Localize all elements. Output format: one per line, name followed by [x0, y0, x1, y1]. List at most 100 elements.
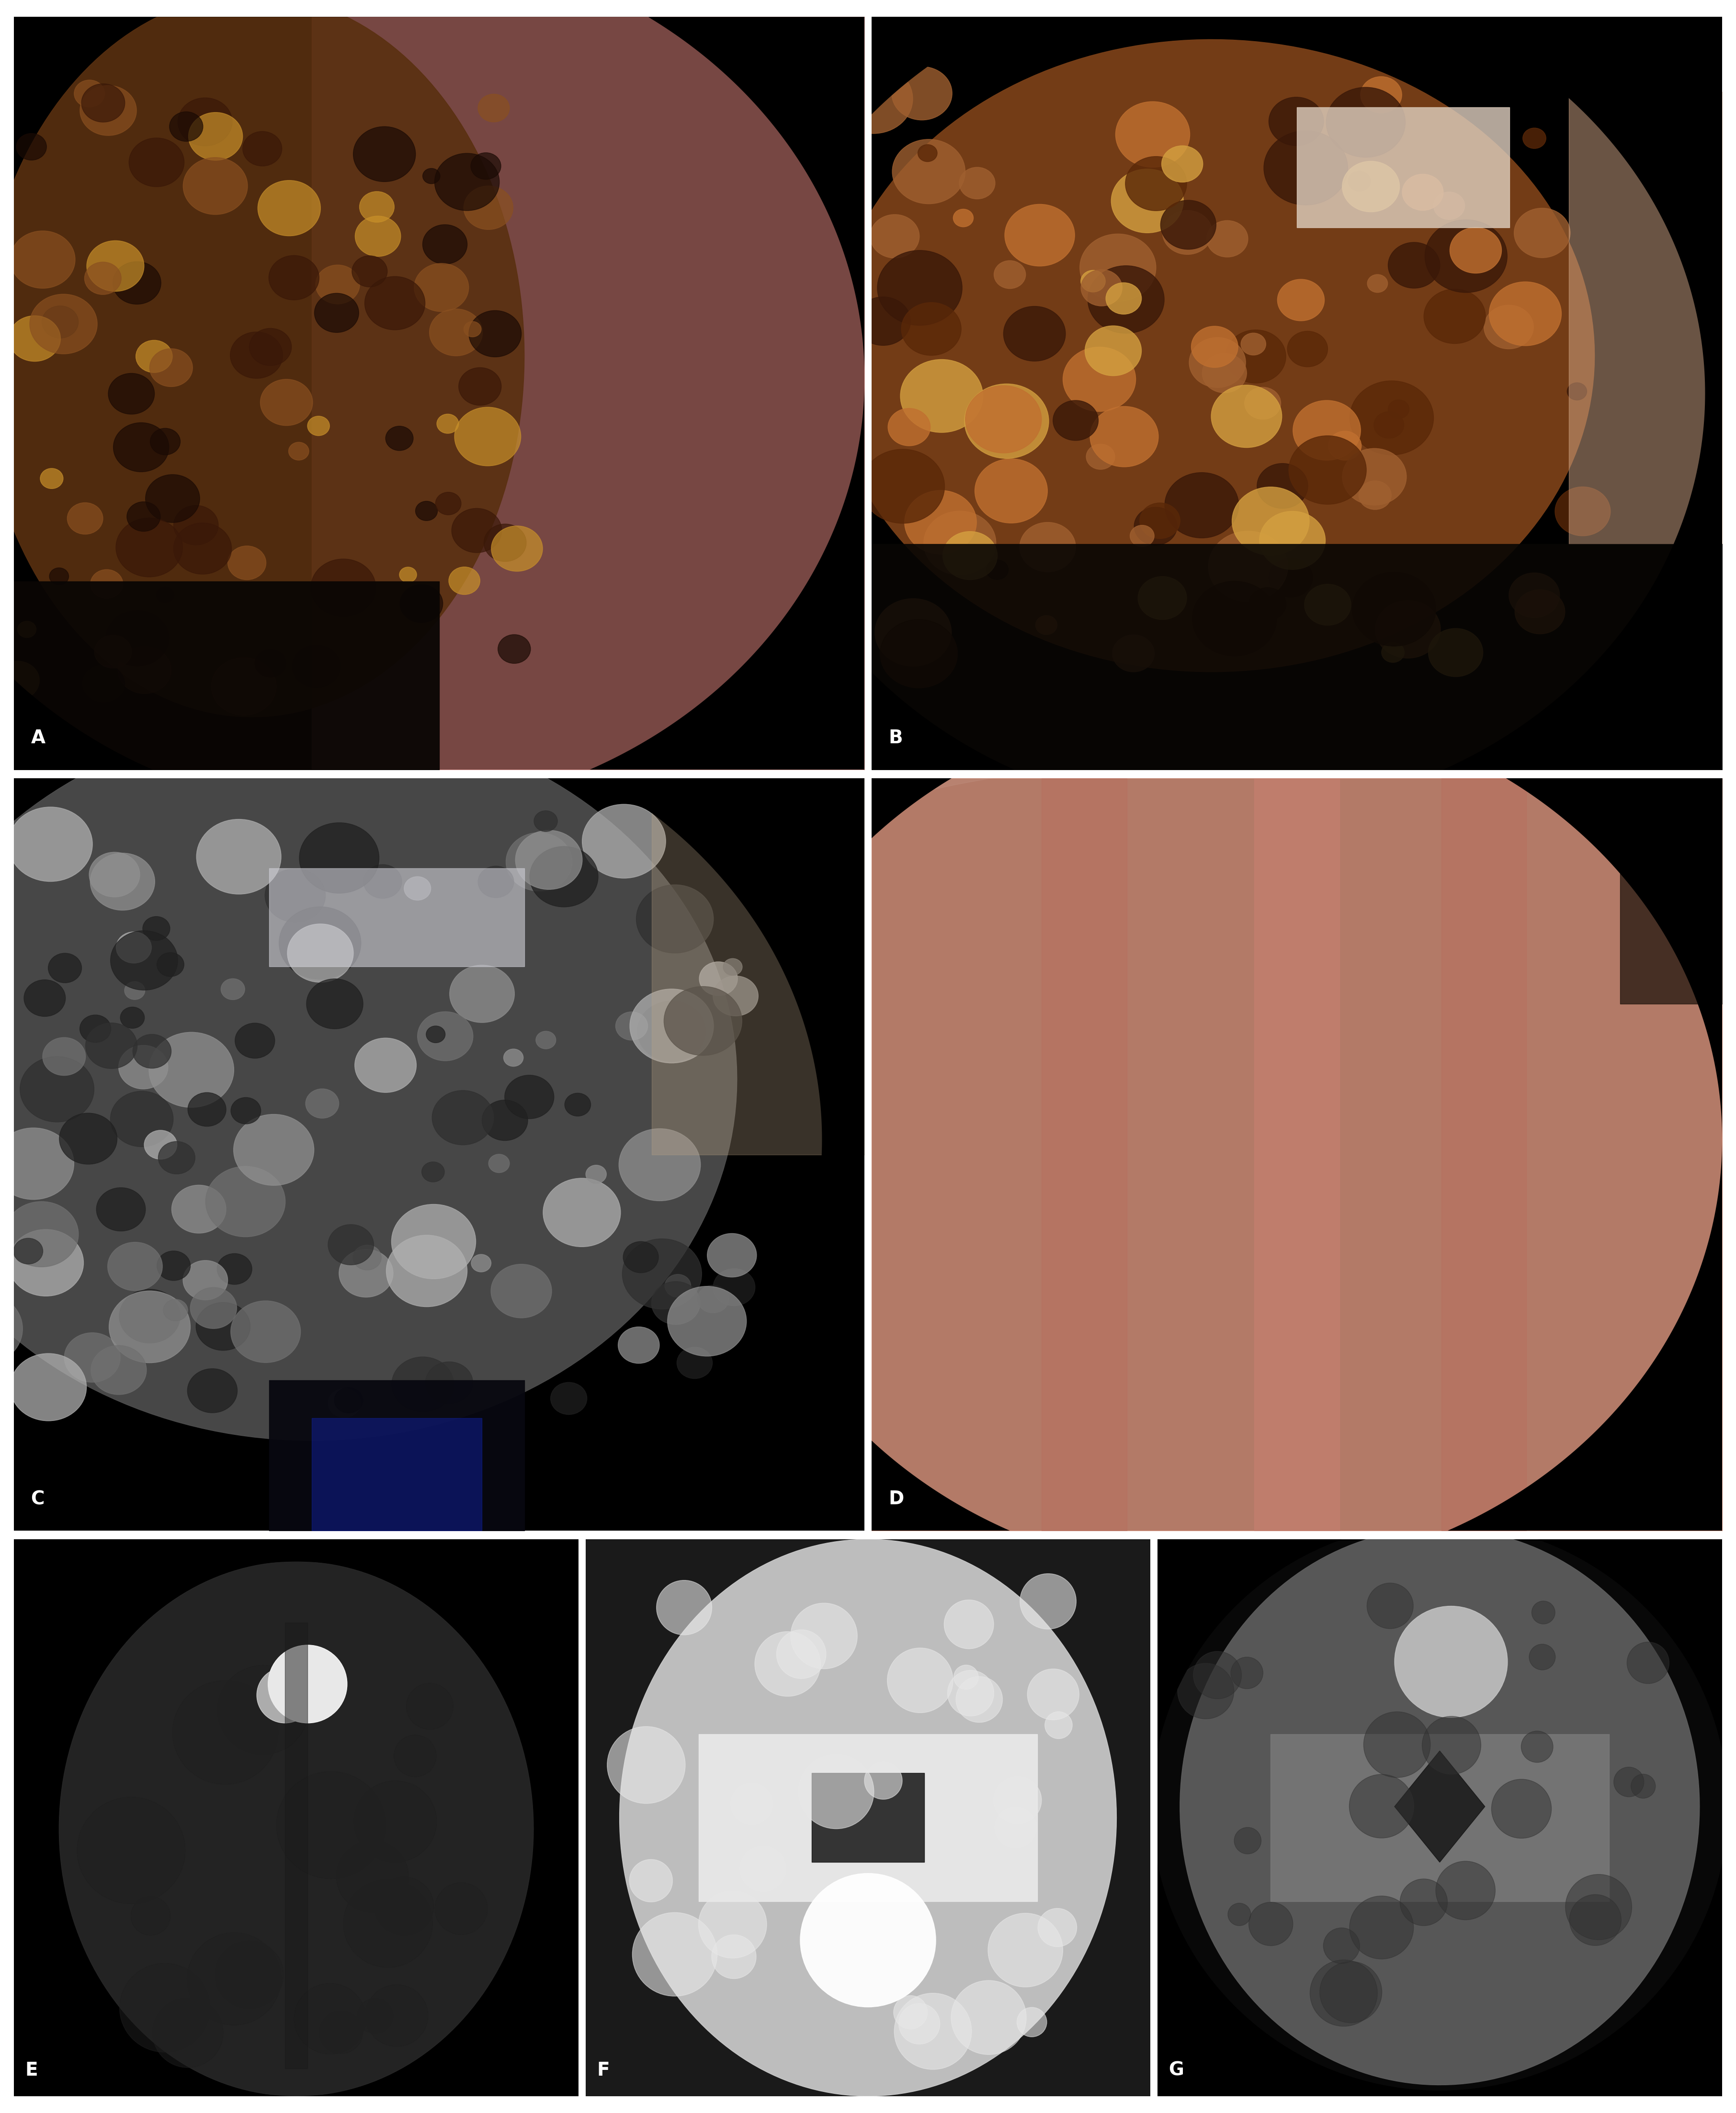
Circle shape — [1106, 283, 1142, 315]
Circle shape — [1054, 399, 1099, 440]
Circle shape — [64, 1333, 120, 1382]
Circle shape — [156, 953, 184, 976]
Circle shape — [316, 264, 359, 304]
Text: D: D — [889, 1490, 904, 1509]
Circle shape — [231, 1302, 300, 1363]
Circle shape — [1207, 220, 1248, 258]
Circle shape — [149, 349, 193, 387]
Circle shape — [988, 1912, 1062, 1986]
Circle shape — [5, 1202, 78, 1268]
Circle shape — [1328, 431, 1361, 461]
Circle shape — [1434, 192, 1465, 220]
Circle shape — [120, 1289, 181, 1344]
Circle shape — [113, 262, 161, 304]
Circle shape — [503, 1048, 523, 1067]
PathPatch shape — [0, 710, 865, 1568]
Circle shape — [307, 416, 330, 435]
PathPatch shape — [14, 1538, 578, 2096]
Circle shape — [477, 95, 509, 123]
Circle shape — [170, 112, 203, 142]
Circle shape — [712, 1936, 757, 1978]
Circle shape — [1139, 577, 1187, 619]
Circle shape — [731, 1783, 773, 1824]
Circle shape — [995, 260, 1026, 289]
Circle shape — [250, 328, 292, 366]
Circle shape — [1531, 1602, 1555, 1625]
Circle shape — [144, 1130, 177, 1160]
Circle shape — [1389, 399, 1410, 418]
Circle shape — [1003, 306, 1066, 361]
Circle shape — [9, 315, 61, 361]
Circle shape — [1177, 1663, 1234, 1718]
Circle shape — [1361, 76, 1401, 112]
Circle shape — [307, 978, 363, 1029]
Circle shape — [1021, 1574, 1076, 1629]
Circle shape — [243, 131, 281, 167]
Circle shape — [234, 1023, 274, 1059]
Circle shape — [182, 158, 248, 216]
Circle shape — [422, 224, 467, 264]
Circle shape — [255, 649, 286, 676]
Circle shape — [870, 216, 920, 258]
Circle shape — [90, 1346, 146, 1395]
Circle shape — [1085, 325, 1142, 376]
Circle shape — [1125, 156, 1187, 211]
Circle shape — [1627, 1642, 1668, 1684]
Circle shape — [328, 1226, 373, 1266]
Circle shape — [1436, 1862, 1495, 1921]
Circle shape — [458, 368, 502, 406]
Circle shape — [111, 930, 177, 991]
Circle shape — [1005, 205, 1075, 266]
Circle shape — [1141, 503, 1180, 539]
Circle shape — [1269, 558, 1312, 598]
Circle shape — [189, 112, 243, 161]
Circle shape — [1113, 634, 1154, 672]
Circle shape — [904, 490, 977, 554]
Polygon shape — [1180, 1528, 1700, 2086]
Circle shape — [111, 1090, 174, 1147]
Circle shape — [1045, 1712, 1073, 1739]
Circle shape — [434, 154, 500, 211]
Circle shape — [1323, 1927, 1359, 1963]
Circle shape — [337, 1840, 408, 1912]
Circle shape — [698, 1285, 729, 1312]
Circle shape — [260, 378, 312, 425]
Circle shape — [90, 571, 123, 598]
Circle shape — [49, 568, 69, 585]
Circle shape — [257, 180, 321, 237]
Polygon shape — [0, 718, 738, 1441]
Circle shape — [118, 647, 172, 693]
Circle shape — [314, 294, 359, 332]
Circle shape — [1425, 220, 1507, 292]
Circle shape — [118, 1046, 168, 1088]
Circle shape — [995, 1807, 1036, 1849]
Circle shape — [470, 152, 502, 180]
Circle shape — [163, 1299, 187, 1321]
Circle shape — [59, 1114, 116, 1164]
Circle shape — [182, 1259, 227, 1299]
Circle shape — [698, 1891, 767, 1959]
Circle shape — [755, 1631, 821, 1697]
Circle shape — [434, 1883, 488, 1936]
Circle shape — [352, 127, 415, 182]
Circle shape — [993, 1777, 1042, 1824]
Circle shape — [43, 1037, 85, 1076]
Circle shape — [464, 186, 514, 230]
Circle shape — [288, 442, 309, 461]
Circle shape — [269, 256, 319, 300]
Circle shape — [1351, 380, 1434, 454]
Circle shape — [306, 1088, 339, 1118]
Circle shape — [94, 636, 132, 668]
Circle shape — [132, 1033, 172, 1069]
Circle shape — [339, 1249, 392, 1297]
Circle shape — [621, 1238, 701, 1310]
Circle shape — [432, 1090, 493, 1145]
Circle shape — [172, 1185, 226, 1234]
Circle shape — [1163, 211, 1212, 254]
Circle shape — [231, 1097, 260, 1124]
Circle shape — [205, 1166, 285, 1236]
Circle shape — [1614, 1766, 1644, 1796]
Circle shape — [10, 230, 75, 287]
Circle shape — [1234, 1828, 1260, 1853]
Circle shape — [713, 976, 759, 1016]
